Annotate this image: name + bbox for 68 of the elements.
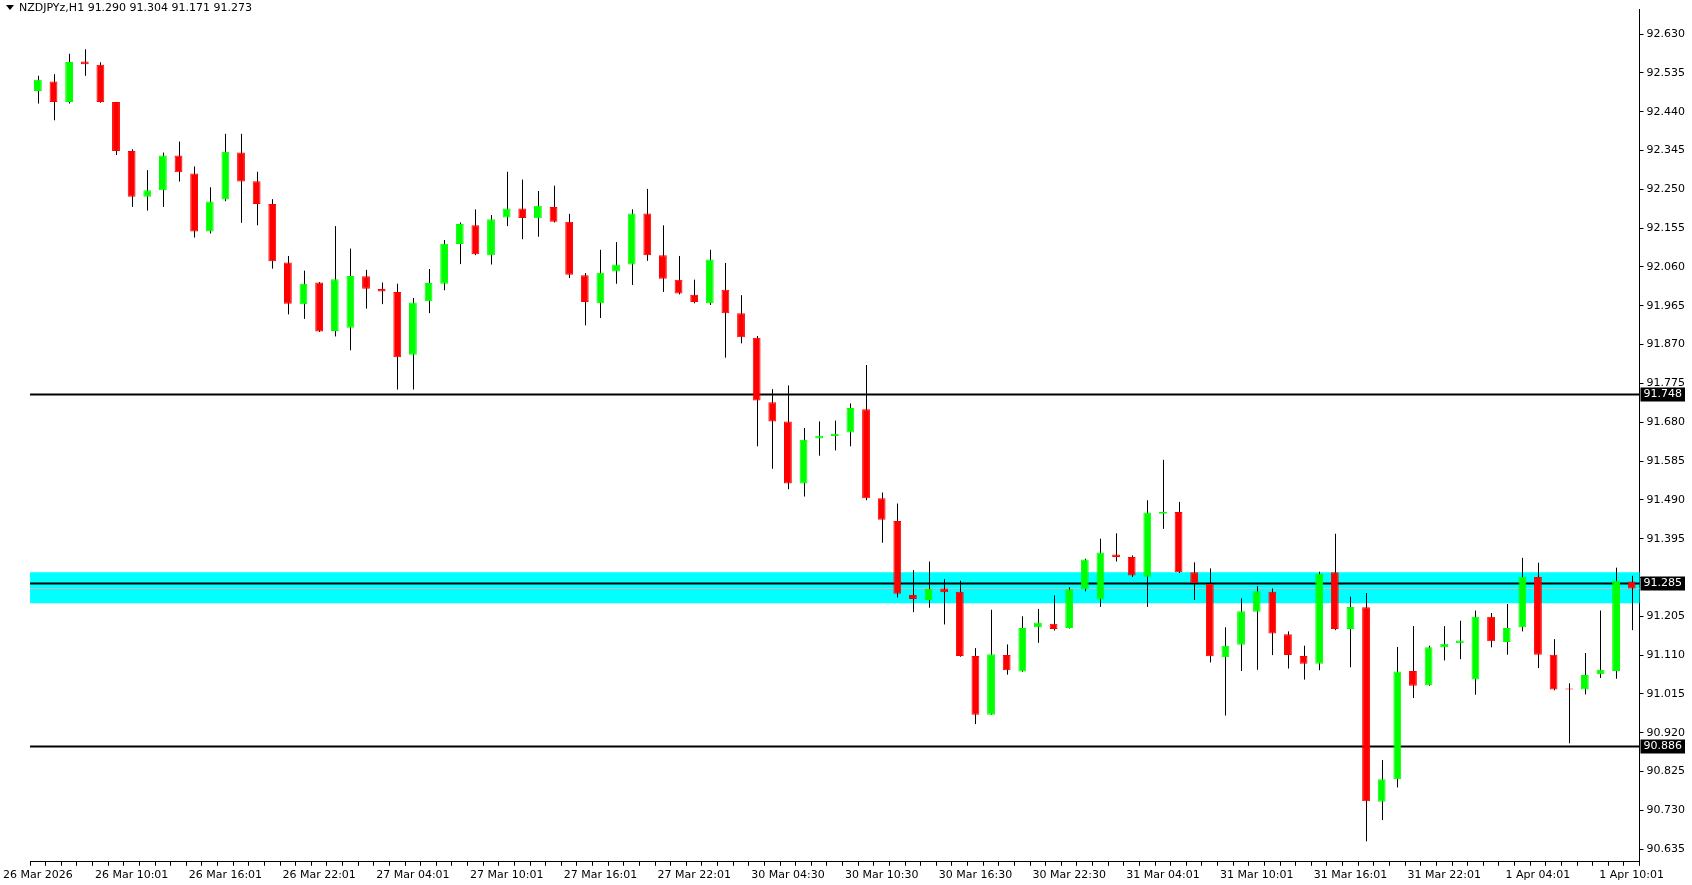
x-tick-label: 31 Mar 04:01 — [1126, 868, 1200, 882]
ref-line-label: 90.886 — [1643, 739, 1683, 753]
x-tick-label: 31 Mar 10:01 — [1219, 868, 1294, 882]
x-tick-label: 27 Mar 16:01 — [563, 868, 638, 882]
candlestick — [518, 179, 527, 240]
y-tick-label: 92.155 — [1646, 221, 1686, 235]
y-tick-label: 91.680 — [1646, 415, 1686, 429]
candlestick — [143, 169, 152, 212]
candlestick — [80, 48, 89, 77]
candlestick — [1455, 620, 1464, 660]
y-tick-label: 90.825 — [1646, 764, 1686, 778]
candlestick — [1502, 603, 1511, 656]
candlestick — [1284, 630, 1292, 670]
y-tick-label: 91.110 — [1646, 647, 1686, 661]
x-tick-label: 31 Mar 22:01 — [1407, 868, 1481, 882]
y-tick-label: 92.535 — [1646, 65, 1686, 79]
candlestick — [252, 171, 261, 226]
x-tick-label: 30 Mar 04:30 — [751, 868, 825, 882]
candlestick — [1487, 612, 1495, 648]
y-tick-label: 91.965 — [1646, 298, 1686, 312]
candlestick — [362, 269, 370, 310]
x-tick-label: 30 Mar 10:30 — [844, 868, 919, 882]
y-tick-label: 90.635 — [1646, 841, 1686, 855]
y-tick-label: 91.585 — [1646, 453, 1686, 467]
candlestick — [502, 171, 511, 227]
ref-line-label: 91.285 — [1643, 576, 1683, 590]
candlestick — [815, 420, 824, 457]
x-tick-label: 26 Mar 16:01 — [188, 868, 263, 882]
candlestick — [1127, 554, 1136, 578]
candlestick — [533, 190, 542, 238]
x-tick-label: 30 Mar 16:30 — [938, 868, 1013, 882]
y-tick-label: 90.920 — [1646, 725, 1686, 739]
candlestick — [737, 294, 745, 344]
y-tick-label: 91.015 — [1646, 686, 1686, 700]
y-tick-label: 91.870 — [1646, 337, 1686, 351]
ref-line-label: 91.748 — [1643, 387, 1683, 401]
candlestick — [659, 224, 667, 293]
y-tick-label: 90.730 — [1646, 803, 1686, 817]
candlestick — [1299, 645, 1308, 681]
x-tick-label: 30 Mar 22:30 — [1032, 868, 1106, 882]
x-tick-label: 26 Mar 2026 — [3, 868, 73, 882]
candlestick — [455, 221, 464, 265]
y-tick-label: 91.395 — [1646, 531, 1686, 545]
y-tick-label: 92.630 — [1646, 26, 1686, 40]
candlestick — [1377, 759, 1386, 821]
x-tick-label: 27 Mar 10:01 — [469, 868, 544, 882]
candlestick — [877, 491, 886, 544]
x-tick-label: 1 Apr 10:01 — [1599, 868, 1665, 882]
x-tick-label: 27 Mar 04:01 — [376, 868, 450, 882]
candlestick — [1002, 643, 1011, 676]
y-tick-label: 92.345 — [1646, 143, 1686, 157]
y-tick-label: 91.490 — [1646, 492, 1686, 506]
x-tick-label: 26 Mar 10:01 — [94, 868, 169, 882]
candlestick — [690, 279, 699, 304]
x-tick-label: 26 Mar 22:01 — [282, 868, 356, 882]
candlestick — [1409, 625, 1417, 699]
x-tick-label: 27 Mar 22:01 — [657, 868, 731, 882]
y-tick-label: 92.440 — [1646, 104, 1686, 118]
y-tick-label: 92.250 — [1646, 182, 1686, 196]
x-tick-label: 1 Apr 04:01 — [1505, 868, 1571, 882]
y-tick-label: 92.060 — [1646, 259, 1686, 273]
y-tick-label: 91.205 — [1646, 609, 1686, 623]
chart-title: NZDJPYz,H1 91.290 91.304 91.171 91.273 — [19, 1, 253, 14]
candlestick — [1034, 608, 1042, 644]
candlestick — [33, 75, 42, 105]
y-tick-label: 91.775 — [1646, 376, 1686, 390]
x-tick-label: 31 Mar 16:01 — [1313, 868, 1388, 882]
candlestick — [1580, 652, 1589, 695]
